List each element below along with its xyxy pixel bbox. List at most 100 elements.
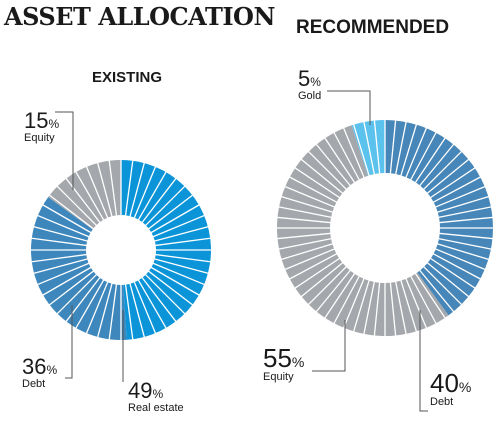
existing-chart-title: EXISTING: [92, 69, 163, 86]
separator-line: [32, 258, 89, 275]
separator-line: [124, 283, 134, 341]
separator-line: [65, 177, 101, 224]
separator-line: [147, 270, 194, 306]
separator-line: [36, 214, 90, 238]
separator-line: [85, 165, 109, 219]
slice-name-label: Equity: [263, 371, 294, 383]
separator-line: [414, 137, 447, 184]
separator-line: [409, 275, 437, 325]
separator-line: [436, 195, 490, 213]
slice-labels: 49%Real estate36%Debt15%Equity40%Debt55%…: [22, 66, 471, 414]
separator-line: [96, 161, 113, 218]
separator-line: [284, 185, 336, 208]
separator-line: [152, 262, 206, 286]
separator-line: [409, 131, 437, 181]
separator-line: [394, 120, 407, 176]
separator-line: [280, 195, 334, 213]
separator-line: [144, 185, 186, 227]
separator-line: [342, 277, 365, 329]
separator-line: [36, 262, 90, 286]
separator-line: [432, 176, 482, 204]
separator-line: [300, 158, 344, 195]
separator-line: [342, 127, 365, 179]
separator-line: [277, 206, 333, 219]
separator-line: [288, 252, 338, 280]
separator-line: [405, 277, 428, 329]
separator-line: [418, 143, 455, 187]
separator-line: [48, 194, 95, 230]
separator-line: [141, 177, 177, 224]
separator-line: [422, 150, 463, 191]
separator-line: [108, 283, 118, 341]
separator-line: [137, 279, 168, 330]
separator-line: [284, 248, 336, 271]
separator-line: [96, 282, 113, 339]
leader-line: [327, 90, 371, 125]
separator-line: [315, 143, 352, 187]
separator-line: [405, 127, 428, 179]
separator-line: [41, 266, 92, 297]
separator-line: [141, 276, 177, 323]
page-title: ASSET ALLOCATION: [4, 2, 275, 31]
separator-line: [315, 269, 352, 313]
separator-line: [436, 243, 490, 261]
slice-value-label: 15%: [24, 108, 59, 133]
separator-line: [363, 120, 376, 176]
separator-line: [56, 185, 98, 227]
separator-line: [426, 261, 470, 298]
separator-line: [438, 216, 494, 224]
separator-line: [438, 232, 494, 240]
separator-line: [418, 269, 455, 313]
separator-line: [363, 280, 376, 336]
separator-line: [434, 185, 486, 208]
separator-line: [437, 206, 493, 219]
leader-line: [419, 310, 428, 412]
separator-line: [32, 225, 89, 242]
separator-line: [137, 170, 168, 221]
separator-line: [333, 131, 361, 181]
separator-line: [154, 253, 212, 263]
separator-line: [426, 158, 470, 195]
separator-line: [129, 282, 146, 339]
separator-line: [400, 123, 418, 177]
slice-name-label: Gold: [298, 90, 321, 102]
separator-line: [56, 273, 98, 315]
separator-line: [152, 214, 206, 238]
separator-line: [300, 261, 344, 298]
separator-line: [144, 273, 186, 315]
leader-line: [312, 320, 346, 372]
leader-line: [65, 305, 73, 379]
separator-line: [389, 119, 397, 175]
separator-line: [133, 165, 157, 219]
separator-line: [422, 265, 463, 306]
separator-line: [294, 166, 341, 199]
recommended-donut: [276, 119, 494, 337]
separator-line: [373, 119, 381, 175]
separator-line: [154, 237, 212, 247]
separator-line: [288, 176, 338, 204]
leader-line: [55, 111, 74, 190]
slice-name-label: Real estate: [128, 402, 184, 414]
separator-line: [30, 253, 88, 263]
separator-line: [108, 159, 118, 217]
separator-line: [150, 266, 201, 297]
slice-value-label: 5%: [298, 66, 321, 91]
slice-name-label: Equity: [24, 132, 55, 144]
separator-line: [129, 161, 146, 218]
separator-line: [323, 137, 356, 184]
separator-line: [400, 279, 418, 333]
separator-line: [307, 150, 348, 191]
separator-line: [153, 258, 210, 275]
slice-gold: [351, 120, 385, 176]
separator-line: [147, 194, 194, 230]
separator-line: [150, 203, 201, 234]
slice-name-label: Debt: [22, 378, 45, 390]
slice-value-label: 55%: [263, 343, 304, 373]
separator-line: [414, 272, 447, 319]
separator-line: [373, 281, 381, 337]
separator-line: [74, 170, 105, 221]
slice-debt: [385, 120, 493, 316]
separator-line: [153, 225, 210, 242]
separator-line: [434, 248, 486, 271]
